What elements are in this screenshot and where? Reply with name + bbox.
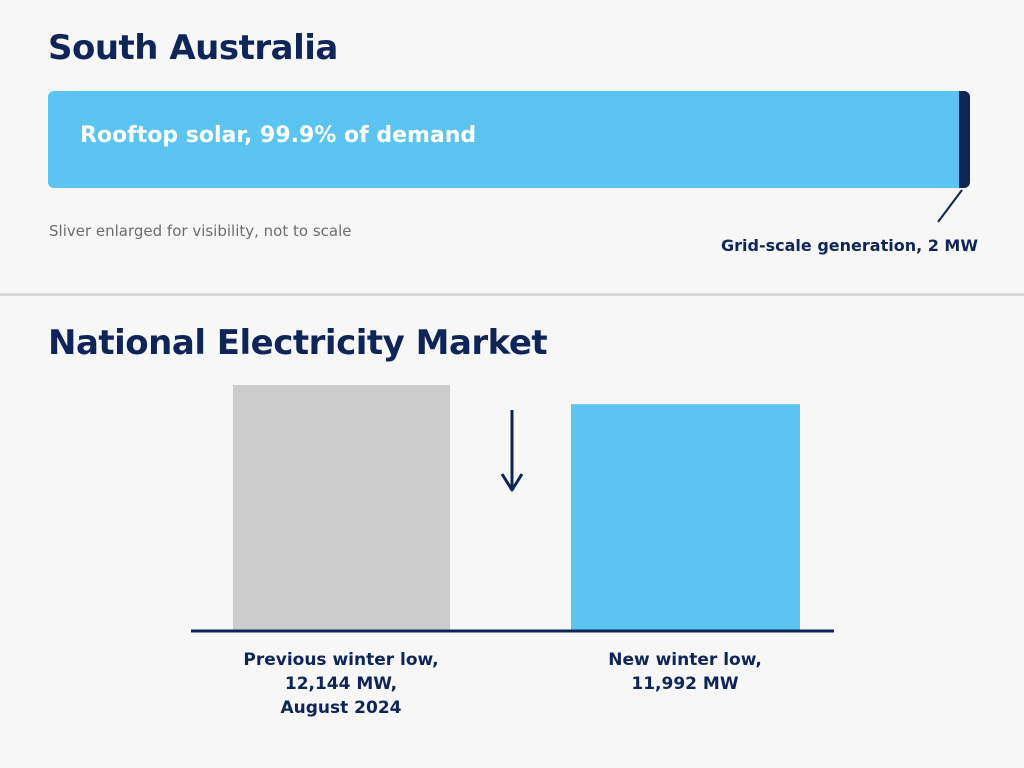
section-divider	[0, 293, 1024, 296]
nem-bar-chart	[191, 385, 834, 633]
grid-scale-leader-line	[937, 189, 963, 223]
previous-winter-low-label: Previous winter low, 12,144 MW, August 2…	[191, 648, 491, 720]
new-winter-low-bar	[571, 404, 800, 631]
new-winter-low-line-1: New winter low,	[608, 650, 762, 670]
south-australia-title: South Australia	[48, 28, 338, 68]
rooftop-solar-label: Rooftop solar, 99.9% of demand	[80, 123, 477, 148]
sliver-note: Sliver enlarged for visibility, not to s…	[49, 222, 352, 240]
previous-winter-low-bar	[233, 385, 450, 631]
new-winter-low-label: New winter low, 11,992 MW	[535, 648, 835, 696]
grid-scale-sliver	[959, 91, 970, 188]
previous-winter-low-line-3: August 2024	[280, 698, 402, 718]
rooftop-solar-bar: Rooftop solar, 99.9% of demand	[48, 91, 970, 188]
previous-winter-low-line-2: 12,144 MW,	[284, 674, 398, 694]
grid-scale-label: Grid-scale generation, 2 MW	[721, 236, 978, 255]
previous-winter-low-line-1: Previous winter low,	[243, 650, 439, 670]
new-winter-low-line-2: 11,992 MW	[631, 674, 739, 694]
nem-title: National Electricity Market	[48, 323, 548, 363]
down-arrow-icon	[500, 410, 524, 492]
